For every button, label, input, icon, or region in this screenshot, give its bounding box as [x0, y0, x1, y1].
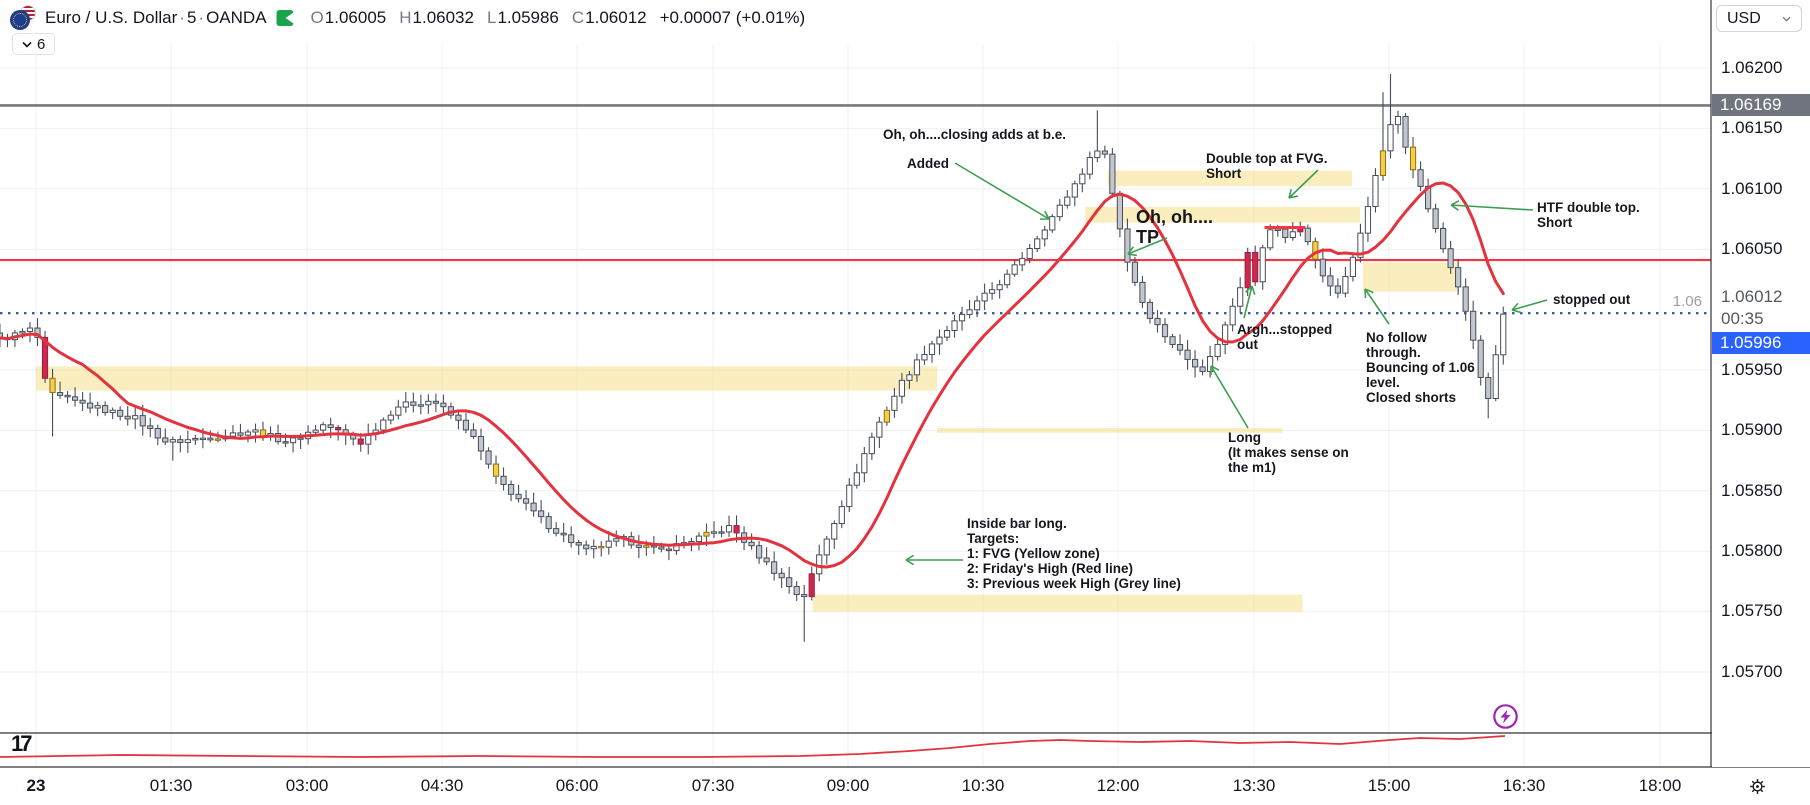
close-value: 1.06012 — [585, 8, 647, 27]
currency-dropdown[interactable]: USD — [1716, 5, 1802, 32]
time-axis-label: 16:30 — [1502, 776, 1546, 795]
price-axis-label: 1.05800 — [1721, 541, 1783, 560]
annotation-added[interactable]: Added — [907, 156, 949, 171]
price-axis-label: 1.05950 — [1721, 360, 1783, 379]
eurusd-pair-flag-icon — [10, 5, 36, 31]
market-status-icon — [276, 10, 294, 26]
gear-icon — [1749, 778, 1765, 794]
order-price-badge[interactable]: 1.05996 — [1712, 332, 1810, 354]
annotation-htf-double-top[interactable]: HTF double top. Short — [1537, 200, 1640, 231]
symbol-title[interactable]: Euro / U.S. Dollar · 5 · OANDA — [45, 8, 267, 27]
bottom-indicator-line — [0, 735, 1506, 758]
time-axis-label: 13:30 — [1232, 776, 1276, 795]
time-axis[interactable]: 23 01:30 03:00 04:30 06:00 07:30 09:00 10:30 12:… — [0, 768, 1810, 805]
time-axis-label: 10:30 — [961, 776, 1005, 795]
price-axis-label: 1.05900 — [1721, 420, 1783, 439]
ohlc-values: O1.06005 H1.06032 L1.05986 C1.06012 +0.0… — [310, 8, 806, 27]
low-value: 1.05986 — [497, 8, 559, 27]
time-axis-label: 12:00 — [1096, 776, 1140, 795]
drawings-count: 6 — [37, 35, 46, 53]
collapsed-drawings-button[interactable]: 6 — [12, 33, 56, 55]
eu-flag-icon — [10, 10, 30, 30]
annotation-arrows[interactable] — [905, 162, 1548, 566]
time-axis-label: 03:00 — [285, 776, 329, 795]
high-value: 1.06032 — [412, 8, 474, 27]
annotation-closing-adds[interactable]: Oh, oh....closing adds at b.e. — [883, 127, 1067, 142]
annotation-double-top[interactable]: Double top at FVG. Short — [1206, 151, 1328, 182]
time-axis-label: 01:30 — [149, 776, 193, 795]
annotation-stopped-out[interactable]: stopped out — [1553, 292, 1631, 307]
price-axis-label: 1.06100 — [1721, 179, 1783, 198]
chevron-down-icon — [22, 41, 32, 48]
candles — [0, 74, 1507, 642]
price-axis-label: 1.05700 — [1721, 662, 1783, 681]
fvg-zones[interactable] — [36, 170, 1458, 612]
time-axis-label: 15:00 — [1367, 776, 1411, 795]
time-axis-label: 23 — [26, 776, 46, 795]
time-axis-label: 04:30 — [420, 776, 464, 795]
price-axis-label: 1.05750 — [1721, 601, 1783, 620]
open-value: 1.06005 — [324, 8, 387, 27]
round-level-label: 1.06 — [1672, 293, 1702, 311]
currency-value: USD — [1727, 9, 1761, 27]
price-axis-label: 1.06150 — [1721, 118, 1783, 137]
annotation-inside-bar[interactable]: Inside bar long. Targets: 1: FVG (Yellow… — [967, 516, 1181, 592]
tradingview-logo-icon[interactable]: 17 — [11, 731, 33, 756]
annotation-no-follow[interactable]: No follow through. Bouncing of 1.06 leve… — [1366, 330, 1475, 406]
moving-average-line — [0, 181, 1505, 569]
annotation-oh-oh-tp[interactable]: Oh, oh.... TP — [1136, 207, 1213, 248]
axis-settings-button[interactable] — [1744, 774, 1770, 798]
time-axis-label: 06:00 — [555, 776, 599, 795]
change-value: +0.00007 (+0.01%) — [659, 8, 806, 27]
exchange-label: OANDA — [206, 8, 267, 27]
annotation-long-m1[interactable]: Long (It makes sense on the m1) — [1228, 430, 1349, 476]
price-axis[interactable]: 1.06200 1.06150 1.06100 1.06050 1.05950 1.059… — [1712, 0, 1810, 767]
time-axis-label: 07:30 — [691, 776, 735, 795]
symbol-header: Euro / U.S. Dollar · 5 · OANDA O1.06005 H1.0… — [10, 5, 805, 31]
price-axis-label: 1.05850 — [1721, 481, 1783, 500]
price-axis-label: 1.06200 — [1721, 58, 1783, 77]
drawing-annotations-layer: Oh, oh....closing adds at b.e. Added Doubl… — [883, 127, 1640, 592]
chevron-down-icon — [1782, 16, 1791, 22]
flash-indicator-icon[interactable] — [1492, 703, 1519, 735]
prev-week-high-badge: 1.06169 — [1712, 94, 1810, 116]
gridlines — [0, 45, 1711, 767]
bar-countdown: 00:35 — [1721, 309, 1764, 328]
interval-label[interactable]: 5 — [186, 8, 197, 27]
price-axis-label: 1.06050 — [1721, 239, 1783, 258]
current-price-text: 1.06012 — [1721, 287, 1783, 306]
time-axis-label: 09:00 — [826, 776, 870, 795]
annotation-argh-stopped[interactable]: Argh...stopped out — [1237, 322, 1333, 353]
time-axis-label: 18:00 — [1638, 776, 1682, 795]
